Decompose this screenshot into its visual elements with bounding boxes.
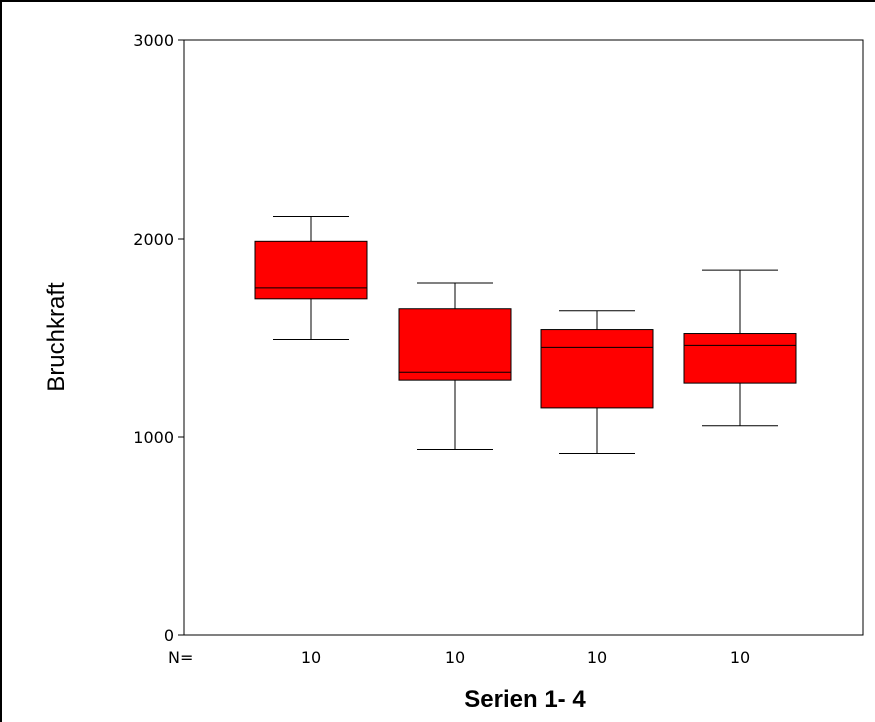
y-tick-label: 3000 bbox=[133, 31, 174, 50]
y-tick-label: 2000 bbox=[133, 230, 174, 249]
n-label: N= bbox=[168, 648, 193, 667]
n-value: 10 bbox=[587, 648, 607, 667]
box bbox=[254, 240, 368, 300]
x-axis-title: Serien 1- 4 bbox=[464, 686, 586, 713]
y-tick-label: 1000 bbox=[133, 428, 174, 447]
y-axis: 0 1000 2000 3000 bbox=[133, 31, 185, 645]
n-row: N= 10 10 10 10 bbox=[168, 648, 750, 667]
n-value: 10 bbox=[301, 648, 321, 667]
box bbox=[683, 333, 797, 384]
n-value: 10 bbox=[445, 648, 465, 667]
box-series bbox=[254, 216, 797, 455]
y-axis-title: Bruchkraft bbox=[43, 282, 70, 392]
box bbox=[540, 329, 654, 409]
box bbox=[398, 308, 512, 381]
n-value: 10 bbox=[730, 648, 750, 667]
y-tick-label: 0 bbox=[164, 626, 174, 645]
